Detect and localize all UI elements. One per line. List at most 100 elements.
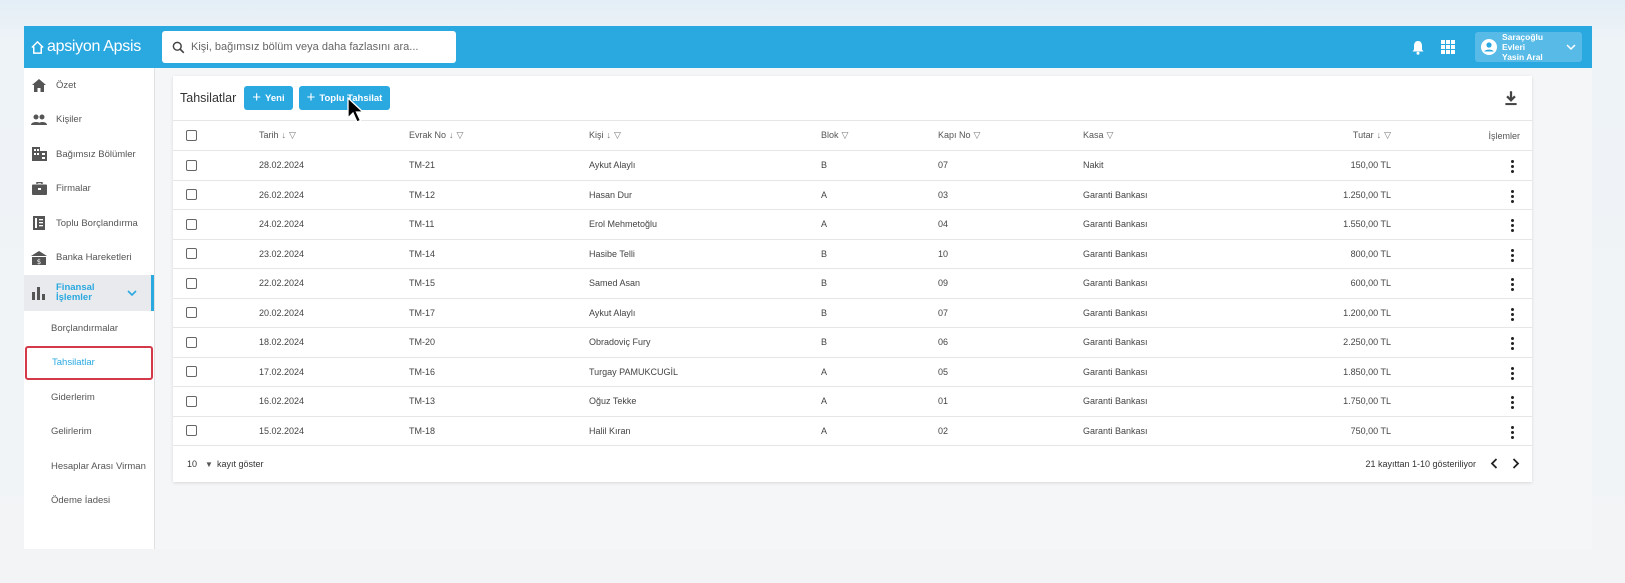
prev-page-button[interactable] [1490,456,1498,472]
cell-block: B [821,298,938,328]
sidebar-subitem-label: Tahsilatlar [52,357,95,369]
sidebar-item-firmalar[interactable]: Firmalar [24,172,154,207]
column-header-cash[interactable]: Kasa ▽ [1083,121,1243,151]
search-input[interactable] [191,41,441,53]
column-header-door[interactable]: Kapı No ▽ [938,121,1083,151]
cell-person: Aykut Alaylı [589,150,821,181]
filter-icon[interactable]: ▽ [1384,130,1391,140]
sidebar-group-label-line1: Finansal [56,282,95,293]
collections-table: Tarih ↓ ▽ Evrak No ↓ ▽ Kişi ↓ ▽ Blok ▽ Kapı No ▽… [173,121,1532,446]
table-row[interactable]: 18.02.2024 TM-20 Obradoviç Fury B 06 Garanti … [173,327,1532,358]
column-header-actions: İşlemler [1391,121,1532,151]
more-vert-icon[interactable] [1507,158,1518,175]
more-vert-icon[interactable] [1507,365,1518,382]
table-row[interactable]: 16.02.2024 TM-13 Oğuz Tekke A 01 Garanti Bank… [173,386,1532,417]
row-actions-cell [1391,386,1532,417]
cell-doc-no: TM-11 [409,209,589,240]
building-icon [31,146,47,162]
top-bar: apsiyon Apsis [24,26,1592,68]
home-icon [31,77,47,93]
cell-person: Hasibe Telli [589,239,821,269]
sidebar-subitem-borclandirmalar[interactable]: Borçlandırmalar [24,311,154,346]
sidebar-group-label-line2: İşlemler [56,292,92,303]
more-vert-icon[interactable] [1507,394,1518,411]
filter-icon[interactable]: ▽ [289,130,296,140]
sidebar-item-label: Toplu Borçlandırma [56,217,138,229]
notifications-button[interactable] [1407,36,1429,58]
sidebar-subitem-gelirlerim[interactable]: Gelirlerim [24,415,154,450]
global-search[interactable] [162,31,456,63]
more-vert-icon[interactable] [1507,247,1518,264]
more-vert-icon[interactable] [1507,424,1518,441]
column-label: Blok [821,130,839,140]
row-checkbox[interactable] [186,277,197,289]
sidebar-item-ozet[interactable]: Özet [24,68,154,103]
table-row[interactable]: 22.02.2024 TM-15 Samed Asan B 09 Garanti Bank… [173,268,1532,299]
row-checkbox[interactable] [186,425,197,437]
cell-amount: 150,00 TL [1243,150,1391,181]
sort-arrow-down-icon[interactable]: ↓ [281,130,287,140]
card-header: Tahsilatlar + Yeni + Toplu Tahsilat [173,76,1532,121]
sort-arrow-down-icon[interactable]: ↓ [1376,130,1382,140]
column-header-date[interactable]: Tarih ↓ ▽ [259,121,409,151]
column-header-amount[interactable]: Tutar ↓ ▽ [1243,121,1391,151]
column-header-block[interactable]: Blok ▽ [821,121,938,151]
sidebar-item-kisiler[interactable]: Kişiler [24,103,154,138]
new-button[interactable]: + Yeni [244,86,293,110]
filter-icon[interactable]: ▽ [456,130,464,140]
table-row[interactable]: 28.02.2024 TM-21 Aykut Alaylı B 07 Nakit 150,0… [173,150,1532,181]
column-header-person[interactable]: Kişi ↓ ▽ [589,121,821,151]
more-vert-icon[interactable] [1507,217,1518,234]
table-row[interactable]: 17.02.2024 TM-16 Turgay PAMUKCUGİL A 05 Garan… [173,357,1532,387]
row-checkbox[interactable] [186,248,197,260]
cell-cash: Garanti Bankası [1083,180,1243,210]
more-vert-icon[interactable] [1507,335,1518,352]
sidebar-subitem-odeme-iadesi[interactable]: Ödeme İadesi [24,484,154,519]
row-checkbox[interactable] [186,307,197,319]
row-checkbox[interactable] [186,159,197,171]
row-checkbox[interactable] [186,218,197,230]
sidebar-subitem-label: Gelirlerim [51,426,92,438]
sidebar-item-bagimsiz-bolumler[interactable]: Bağımsız Bölümler [24,137,154,172]
more-vert-icon[interactable] [1507,306,1518,323]
column-header-doc-no[interactable]: Evrak No ↓ ▽ [409,121,589,151]
cell-block: A [821,416,938,446]
download-icon[interactable] [1502,89,1520,107]
row-actions-cell [1391,357,1532,387]
page-size-select[interactable]: 10 ▼ kayıt göster [187,459,263,469]
user-menu[interactable]: Saraçoğlu Evleri Yasin Aral [1475,32,1582,62]
filter-icon[interactable]: ▽ [614,130,621,140]
apps-button[interactable] [1437,36,1459,58]
table-row[interactable]: 20.02.2024 TM-17 Aykut Alaylı B 07 Garanti Ba… [173,298,1532,328]
row-checkbox[interactable] [186,189,197,201]
bulk-collection-button[interactable]: + Toplu Tahsilat [298,86,391,110]
sidebar-item-toplu-borclandirma[interactable]: Toplu Borçlandırma [24,206,154,241]
next-page-button[interactable] [1512,456,1520,472]
table-row[interactable]: 15.02.2024 TM-18 Halil Kıran A 02 Garanti Ban… [173,416,1532,446]
column-label: Tarih [259,130,279,140]
select-all-checkbox[interactable] [186,130,197,142]
sidebar-subitem-hesaplar-arasi-virman[interactable]: Hesaplar Arası Virman [24,449,154,484]
row-checkbox[interactable] [186,395,197,407]
row-checkbox[interactable] [186,366,197,378]
sidebar-subitem-tahsilatlar[interactable]: Tahsilatlar [25,345,153,380]
table-row[interactable]: 23.02.2024 TM-14 Hasibe Telli B 10 Garanti Ba… [173,239,1532,269]
filter-icon[interactable]: ▽ [973,130,981,140]
cell-doc-no: TM-12 [409,180,589,210]
filter-icon[interactable]: ▽ [841,130,849,140]
app-logo[interactable]: apsiyon Apsis [24,38,162,56]
sort-arrow-down-icon[interactable]: ↓ [449,130,454,140]
sidebar-item-banka-hareketleri[interactable]: $ Banka Hareketleri [24,241,154,276]
cell-date: 16.02.2024 [259,386,409,417]
more-vert-icon[interactable] [1507,276,1518,293]
table-row[interactable]: 24.02.2024 TM-11 Erol Mehmetoğlu A 04 Garanti… [173,209,1532,240]
table-row[interactable]: 26.02.2024 TM-12 Hasan Dur A 03 Garanti Banka… [173,180,1532,210]
sidebar-subitem-label: Ödeme İadesi [51,495,111,507]
more-vert-icon[interactable] [1507,188,1518,205]
cell-person: Samed Asan [589,268,821,299]
sidebar-subitem-giderlerim[interactable]: Giderlerim [24,380,154,415]
sort-arrow-down-icon[interactable]: ↓ [606,130,612,140]
filter-icon[interactable]: ▽ [1106,130,1114,140]
row-checkbox[interactable] [186,336,197,348]
sidebar-item-finansal-islemler[interactable]: Finansal İşlemler [24,275,154,311]
